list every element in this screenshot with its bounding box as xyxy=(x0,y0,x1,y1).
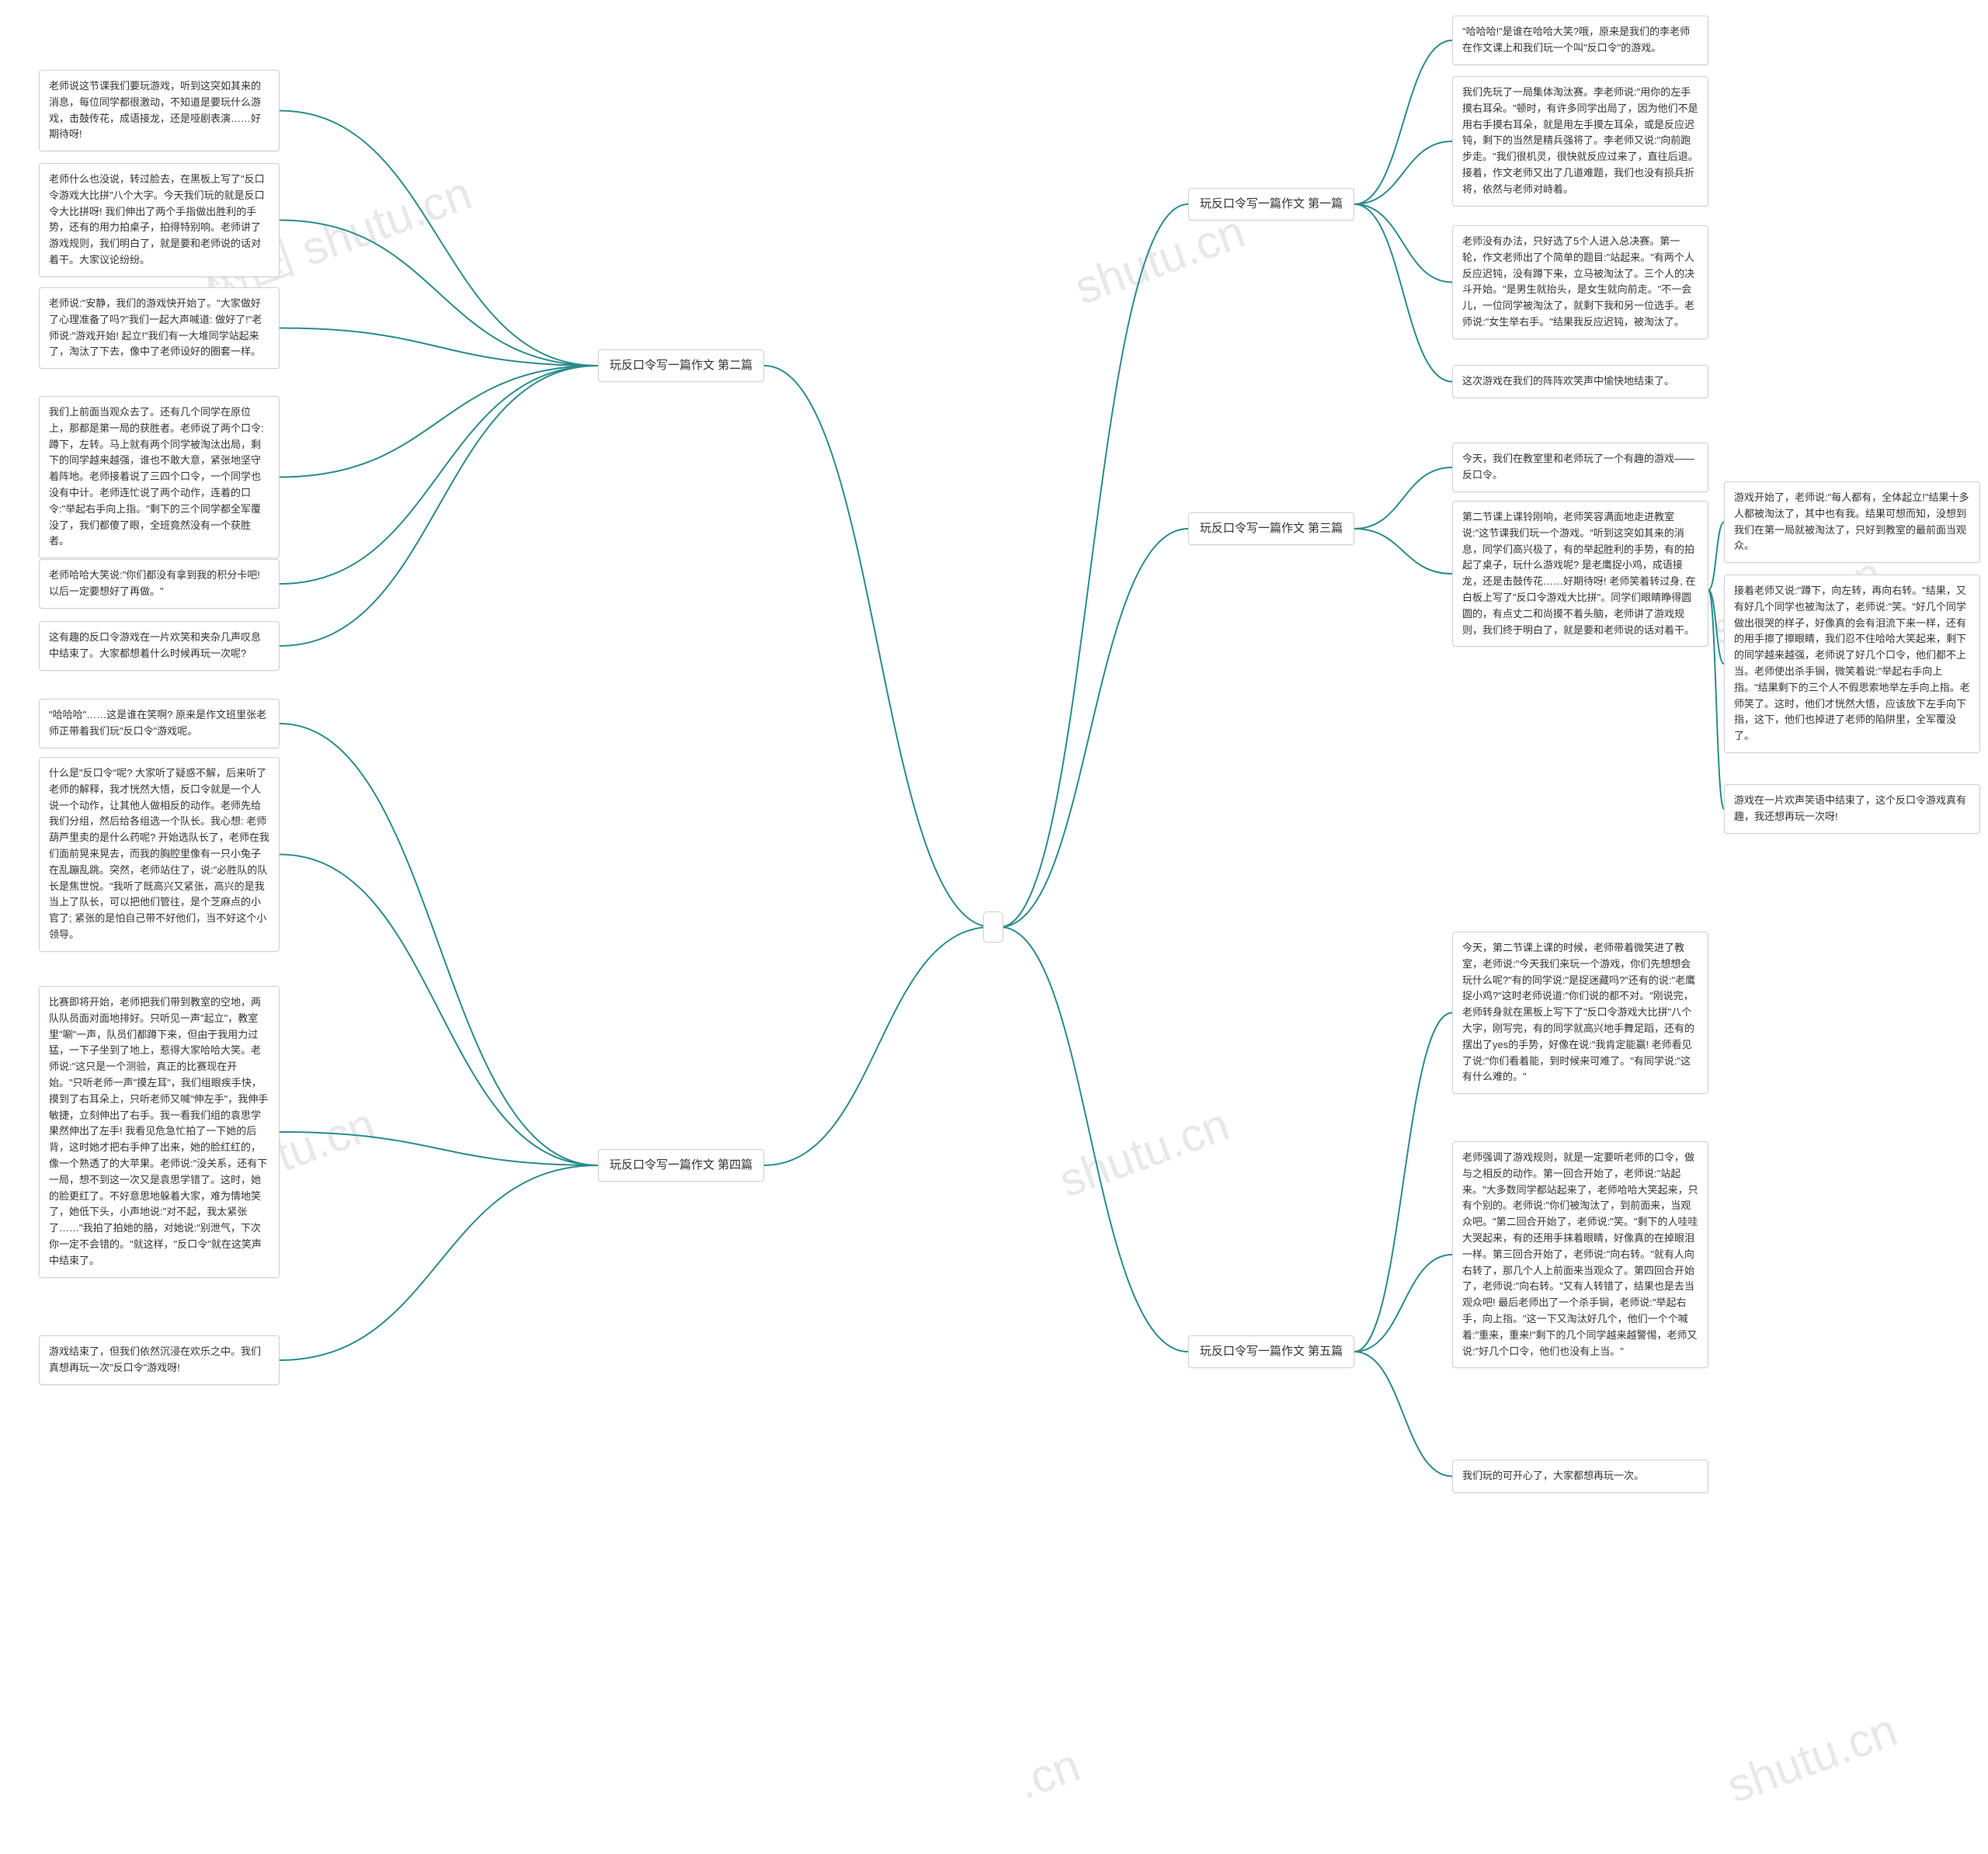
leaf-text: 今天，第二节课上课的时候，老师带着微笑进了教室，老师说:"今天我们来玩一个游戏，… xyxy=(1452,932,1708,1094)
leaf-text: 游戏开始了，老师说:"每人都有，全体起立!"结果十多人都被淘汰了，其中也有我。结… xyxy=(1724,481,1980,563)
leaf-text: 接着老师又说:"蹲下，向左转，再向右转。"结果，又有好几个同学也被淘汰了，老师说… xyxy=(1724,575,1980,753)
root-node xyxy=(983,911,1003,943)
leaf-text: 这次游戏在我们的阵阵欢笑声中愉快地结束了。 xyxy=(1452,365,1708,398)
leaf-text: 我们玩的可开心了，大家都想再玩一次。 xyxy=(1452,1460,1708,1493)
leaf-text: 第二节课上课铃刚响，老师笑容满面地走进教室说:"这节课我们玩一个游戏。"听到这突… xyxy=(1452,501,1708,647)
branch-title: 玩反口令写一篇作文 第五篇 xyxy=(1188,1335,1354,1368)
leaf-text: 老师什么也没说，转过脸去，在黑板上写了"反口令游戏大比拼"八个大字。今天我们玩的… xyxy=(39,163,280,277)
leaf-text: 我们上前面当观众去了。还有几个同学在原位上，那都是第一局的获胜者。老师说了两个口… xyxy=(39,396,280,558)
leaf-text: "哈哈哈"……这是谁在笑啊? 原来是作文班里张老师正带着我们玩"反口令"游戏呢。 xyxy=(39,699,280,748)
branch-title: 玩反口令写一篇作文 第三篇 xyxy=(1188,512,1354,545)
leaf-text: 老师说:"安静，我们的游戏快开始了。"大家做好了心理准备了吗?"我们一起大声喊道… xyxy=(39,287,280,369)
leaf-text: 老师哈哈大笑说:"你们都没有拿到我的积分卡吧! 以后一定要想好了再做。" xyxy=(39,559,280,609)
leaf-text: 游戏结束了，但我们依然沉浸在欢乐之中。我们真想再玩一次"反口令"游戏呀! xyxy=(39,1335,280,1385)
leaf-text: 我们先玩了一局集体淘汰赛。李老师说:"用你的左手摸右耳朵。"顿时，有许多同学出局… xyxy=(1452,76,1708,207)
leaf-text: 老师强调了游戏规则，就是一定要听老师的口令，做与之相反的动作。第一回合开始了，老… xyxy=(1452,1141,1708,1368)
branch-title: 玩反口令写一篇作文 第一篇 xyxy=(1188,188,1354,220)
leaf-text: 老师说这节课我们要玩游戏，听到这突如其来的消息，每位同学都很激动，不知道是要玩什… xyxy=(39,70,280,151)
leaf-text: 什么是"反口令"呢? 大家听了疑惑不解，后来听了老师的解释，我才恍然大悟，反口令… xyxy=(39,757,280,952)
leaf-text: 这有趣的反口令游戏在一片欢笑和夹杂几声叹息中结束了。大家都想着什么时候再玩一次呢… xyxy=(39,621,280,671)
leaf-text: 今天，我们在教室里和老师玩了一个有趣的游戏——反口令。 xyxy=(1452,443,1708,492)
branch-title: 玩反口令写一篇作文 第二篇 xyxy=(598,349,764,382)
leaf-text: 比赛即将开始，老师把我们带到教室的空地，两队队员面对面地排好。只听见一声"起立"… xyxy=(39,986,280,1278)
leaf-text: 老师没有办法，只好选了5个人进入总决赛。第一轮，作文老师出了个简单的题目:"站起… xyxy=(1452,225,1708,339)
leaf-text: "哈哈哈!"是谁在哈哈大笑?哦，原来是我们的李老师在作文课上和我们玩一个叫"反口… xyxy=(1452,16,1708,65)
branch-title: 玩反口令写一篇作文 第四篇 xyxy=(598,1149,764,1182)
leaf-text: 游戏在一片欢声笑语中结束了，这个反口令游戏真有趣，我还想再玩一次呀! xyxy=(1724,784,1980,834)
